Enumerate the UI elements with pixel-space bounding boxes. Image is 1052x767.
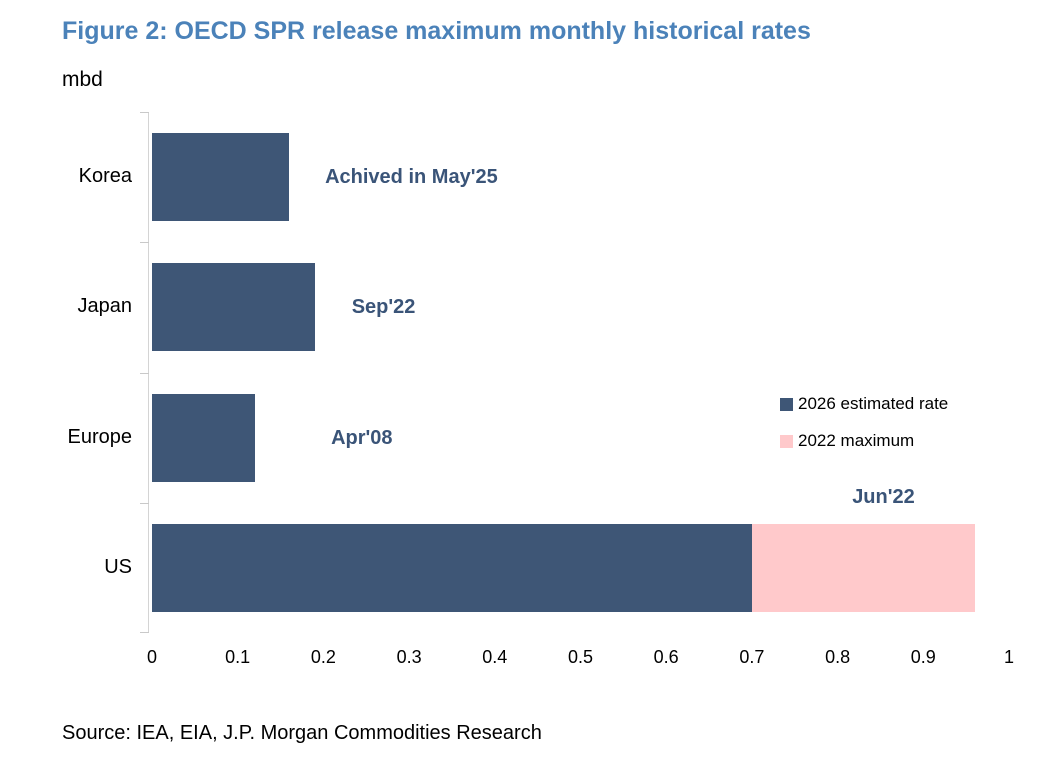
y-axis-tick — [140, 632, 149, 633]
category-label-us: US — [104, 555, 132, 578]
bar-annotation-us: Jun'22 — [852, 485, 915, 508]
source-text: Source: IEA, EIA, J.P. Morgan Commoditie… — [62, 722, 542, 744]
y-axis-tick — [140, 242, 149, 243]
y-axis-line — [148, 112, 149, 633]
legend-swatch-icon — [780, 434, 793, 448]
y-axis-tick — [140, 373, 149, 374]
x-tick-label: 1 — [1003, 647, 1015, 667]
y-axis-tick — [140, 503, 149, 504]
legend: 2026 estimated rate 2022 maximum — [780, 394, 948, 451]
legend-item: 2026 estimated rate — [780, 394, 948, 414]
category-label-korea: Korea — [78, 165, 132, 188]
x-tick-label: 0.4 — [482, 647, 508, 667]
plot-area: 2026 estimated rate 2022 maximum Korea Jap… — [68, 112, 1014, 667]
bar-annotation-korea: Achived in May'25 — [325, 166, 498, 189]
bar-annotation-japan: Sep'22 — [351, 296, 416, 319]
legend-item: 2022 maximum — [780, 431, 948, 451]
bar-europe-estimated — [152, 393, 255, 482]
x-tick-label: 0.2 — [310, 647, 336, 667]
x-tick-label: 0 — [146, 647, 158, 667]
legend-label: 2026 estimated rate — [798, 394, 949, 413]
category-label-japan: Japan — [77, 295, 133, 318]
bar-annotation-europe: Apr'08 — [331, 426, 393, 449]
y-axis-unit-label: mbd — [62, 68, 103, 91]
figure-title: Figure 2: OECD SPR release maximum month… — [62, 17, 811, 45]
bar-us-estimated — [152, 523, 752, 612]
x-tick-label: 0.5 — [567, 647, 594, 667]
x-tick-label: 0.3 — [396, 647, 422, 667]
x-tick-label: 0.1 — [225, 647, 251, 667]
bar-korea-estimated — [152, 133, 290, 221]
x-tick-label: 0.9 — [910, 647, 936, 667]
category-label-europe: Europe — [67, 425, 133, 448]
legend-label: 2022 maximum — [798, 431, 915, 450]
x-tick-label: 0.7 — [739, 647, 765, 667]
y-axis-tick — [140, 112, 149, 113]
bar-japan-estimated — [152, 263, 315, 352]
legend-swatch-icon — [780, 397, 793, 411]
x-tick-label: 0.8 — [825, 647, 851, 667]
x-tick-label: 0.6 — [653, 647, 679, 667]
